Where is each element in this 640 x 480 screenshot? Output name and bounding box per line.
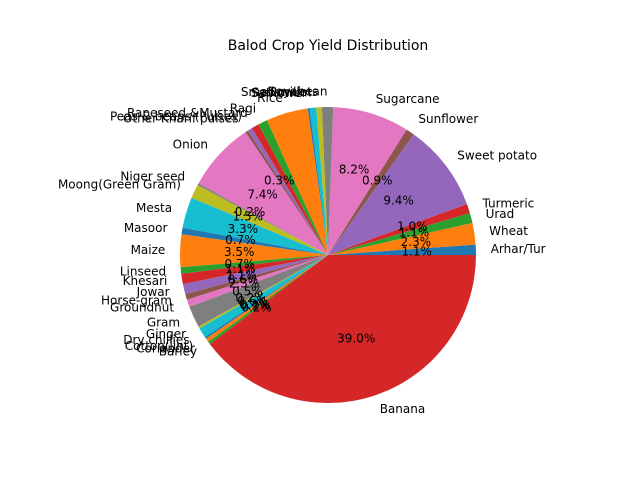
percent-label-coriander: 0.2% (240, 299, 271, 313)
category-label-sweet-potato: Sweet potato (457, 149, 537, 163)
pie-slice-arhar-tur (328, 244, 476, 255)
category-label-cotton-lint: Cotton(lint) (125, 339, 193, 353)
pie-slice-sunflower (328, 129, 414, 255)
percent-label-horse-gram: 0.6% (228, 273, 259, 287)
category-label-dry-chillies: Dry chillies (123, 333, 189, 347)
percent-label-cotton-lint: 0.4% (239, 297, 270, 311)
category-label-gram: Gram (147, 316, 180, 330)
percent-label-ginger: 0.2% (235, 291, 266, 305)
pie-slice-gram (189, 255, 328, 327)
category-label-niger-seed: Niger seed (120, 170, 185, 184)
pie-slice-cotton-lint (204, 255, 328, 339)
percent-label-other-kharif-pulses: 0.3% (264, 173, 295, 187)
category-label-barley: Barley (159, 344, 197, 358)
percent-label-niger-seed: 0.2% (235, 205, 266, 219)
category-label-small-millets: Small millets (241, 85, 318, 99)
category-label-sunflower: Sunflower (418, 112, 478, 126)
category-label-onion: Onion (173, 138, 208, 152)
category-label-khesari: Khesari (123, 274, 168, 288)
pie-slice-onion (198, 132, 328, 255)
pie-slice-masoor (181, 227, 328, 255)
category-label-sesamum: Sesamum (252, 86, 312, 100)
pie-slice-sugarcane (328, 107, 407, 255)
category-label-ragi: Ragi (230, 101, 256, 115)
category-label-rapeseed-mustard: Rapeseed &Mustard (127, 106, 248, 120)
pie-slice-wheat (328, 223, 476, 255)
pie-slice-barley (208, 255, 328, 345)
pie-slice-sesamum (309, 107, 328, 255)
percent-label-sugarcane: 8.2% (339, 163, 370, 177)
category-label-mesta: Mesta (136, 201, 172, 215)
pie-slice-dry-chillies (199, 255, 328, 338)
pie-slice-sweet-potato (328, 134, 467, 255)
percent-labels: 1.1%2.3%1.1%1.0%9.4%0.9%8.2%0.3%7.4%0.2%… (224, 163, 432, 346)
category-label-groundnut: Groundnut (110, 301, 174, 315)
percent-label-gram: 0.5% (232, 285, 263, 299)
category-label-horse-gram: Horse-gram (101, 294, 172, 308)
category-label-turmeric: Turmeric (482, 196, 535, 210)
percent-label-maize: 3.5% (224, 245, 255, 259)
category-label-arhar-tur: Arhar/Tur (491, 242, 546, 256)
category-label-other-kharif-pulses: Other Kharif pulses (123, 112, 238, 126)
category-label-coriander: Coriander (136, 341, 195, 355)
pie-slice-rice (266, 108, 328, 256)
pie-slice-maize (179, 234, 328, 268)
category-label-peas-beans-pulses: Peas & beans (Pulses) (110, 109, 242, 123)
category-label-linseed: Linseed (120, 265, 166, 279)
pie-slice-horse-gram (185, 255, 328, 300)
pie-slice-mesta (182, 197, 328, 255)
pie-slice-ginger (198, 255, 328, 329)
pie-slice-turmeric (328, 203, 470, 255)
percent-label-khesari: 1.1% (225, 262, 256, 276)
category-label-ginger: Ginger (146, 327, 186, 341)
pie-slice-moong-green-gram (191, 185, 328, 255)
category-label-moong-green-gram: Moong(Green Gram) (58, 178, 181, 192)
pie-slice-jowar (182, 255, 328, 295)
pie-slice-soyabean (321, 107, 334, 255)
pie-slice-coriander (205, 255, 328, 342)
category-label-soyabean: Soyabean (268, 85, 327, 99)
percent-label-masoor: 0.7% (225, 233, 256, 247)
pie-slice-groundnut (186, 255, 328, 307)
category-label-masoor: Masoor (124, 221, 168, 235)
category-label-sugarcane: Sugarcane (376, 92, 440, 106)
percent-label-jowar: 1.1% (226, 268, 257, 282)
pie-slice-ragi (258, 120, 328, 255)
percent-label-barley: 0.2% (241, 300, 272, 314)
pie-slices (179, 107, 476, 404)
percent-label-mesta: 3.3% (228, 222, 259, 236)
percent-label-linseed: 0.7% (224, 257, 255, 271)
pie-slice-banana (209, 255, 476, 404)
category-label-safflower: Safflower (251, 86, 307, 100)
category-label-wheat: Wheat (489, 224, 528, 238)
pie-slice-rapeseed-mustard (251, 124, 328, 255)
pie-slice-small-millets (316, 107, 328, 255)
percent-label-dry-chillies: 0.6% (237, 294, 268, 308)
percent-label-arhar-tur: 1.1% (401, 244, 432, 258)
pie-slice-peas-beans-pulses (247, 128, 328, 255)
percent-label-onion: 7.4% (247, 188, 278, 202)
category-label-banana: Banana (380, 402, 426, 416)
percent-label-wheat: 2.3% (401, 235, 432, 249)
pie-slice-urad (328, 212, 473, 255)
percent-label-urad: 1.1% (399, 225, 430, 239)
pie-slice-safflower (307, 108, 328, 256)
category-label-rice: Rice (257, 91, 283, 105)
pie-slice-khesari (181, 255, 328, 285)
pie-slice-other-kharif-pulses (245, 130, 328, 255)
percent-label-sweet-potato: 9.4% (383, 194, 414, 208)
category-label-urad: Urad (486, 207, 515, 221)
percent-label-turmeric: 1.0% (397, 220, 428, 234)
pie-slice-niger-seed (197, 183, 328, 255)
percent-label-banana: 39.0% (337, 332, 375, 346)
pie-slice-linseed (180, 255, 328, 274)
category-label-maize: Maize (131, 243, 166, 257)
category-label-jowar: Jowar (136, 285, 170, 299)
percent-label-moong-green-gram: 1.5% (233, 209, 264, 223)
percent-label-groundnut: 2.3% (229, 277, 260, 291)
percent-label-sunflower: 0.9% (362, 174, 393, 188)
chart-title: Balod Crop Yield Distribution (228, 38, 429, 54)
